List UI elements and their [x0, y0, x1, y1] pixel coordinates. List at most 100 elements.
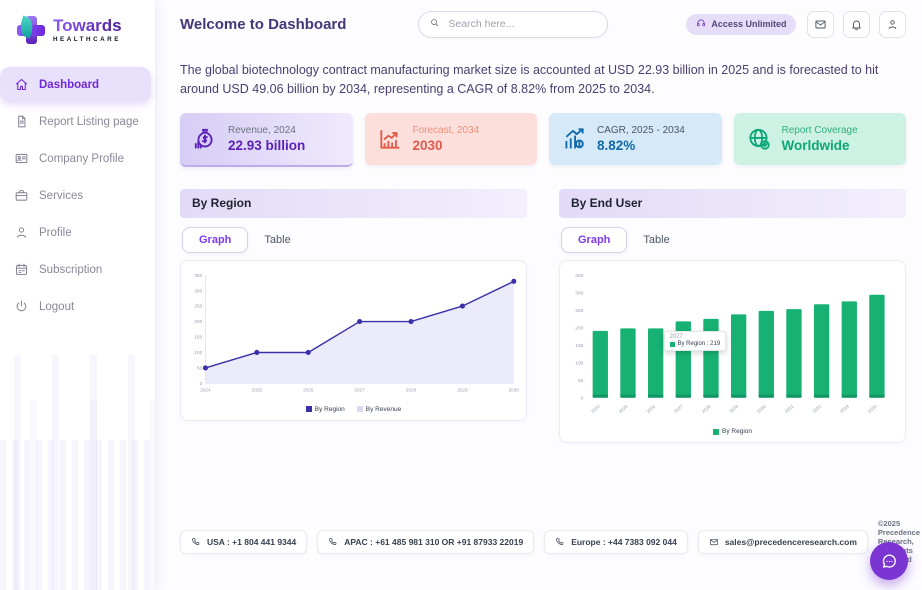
power-icon: [16, 300, 27, 312]
svg-text:150: 150: [194, 334, 202, 340]
sidebar-item-logout[interactable]: Logout: [0, 289, 155, 324]
sidebar-watermark: [0, 350, 155, 590]
tab-graph[interactable]: Graph: [182, 226, 249, 253]
bar[interactable]: [813, 303, 830, 398]
sidebar-item-subscription[interactable]: Subscription: [0, 252, 155, 287]
user-icon: [16, 227, 27, 238]
messages-button[interactable]: [807, 10, 834, 38]
bar[interactable]: [592, 330, 608, 398]
legend-item: By Region: [305, 406, 345, 413]
svg-text:50: 50: [578, 378, 584, 384]
panel-title-by-region: By Region: [180, 188, 527, 218]
briefcase-icon: [15, 189, 28, 201]
data-point[interactable]: [511, 278, 517, 284]
stat-card-label: Forecast, 2034: [412, 124, 480, 136]
panel-tabs: Graph Table: [180, 226, 527, 253]
bar[interactable]: [758, 310, 774, 398]
contact-text: USA : +1 804 441 9344: [207, 536, 297, 547]
svg-text:100: 100: [575, 360, 583, 366]
contact-text: sales@precedenceresearch.com: [724, 536, 857, 547]
svg-text:200: 200: [194, 319, 202, 325]
contact-pill-europe-phone[interactable]: Europe : +44 7383 092 044: [544, 529, 688, 554]
trend-chart-icon: [379, 129, 400, 149]
bar[interactable]: [620, 328, 636, 398]
brand-cross-icon: [16, 15, 46, 45]
sidebar: Towards HEALTHCARE Dashboard Report List…: [0, 0, 155, 590]
access-unlimited-badge[interactable]: Access Unlimited: [686, 13, 797, 35]
chart-panels: By Region Graph Table 0 50 100 150 200 250 300 3…: [180, 188, 906, 444]
chat-icon: [882, 553, 896, 568]
id-card-icon: [15, 153, 28, 164]
legend-item: By Region: [713, 428, 752, 435]
chart-tooltip: 2027 By Region : 219: [663, 331, 727, 352]
sidebar-item-label: Report Listing page: [39, 115, 139, 128]
contact-pill-email[interactable]: sales@precedenceresearch.com: [697, 529, 868, 554]
bar[interactable]: [841, 301, 857, 398]
svg-text:2027: 2027: [354, 387, 365, 392]
contact-text: Europe : +44 7383 092 044: [571, 536, 677, 547]
tab-table[interactable]: Table: [264, 233, 291, 246]
bar[interactable]: [647, 328, 664, 398]
svg-text:2024: 2024: [590, 403, 601, 414]
tab-graph[interactable]: Graph: [561, 226, 628, 253]
data-point[interactable]: [202, 365, 208, 371]
sidebar-item-services[interactable]: Services: [0, 178, 155, 213]
headset-icon: [697, 19, 706, 27]
sidebar-item-label: Company Profile: [39, 152, 125, 165]
report-icon: [18, 115, 26, 128]
bar[interactable]: [730, 314, 747, 398]
contact-pill-usa-phone[interactable]: USA : +1 804 441 9344: [180, 529, 308, 554]
sidebar-item-label: Services: [39, 189, 84, 202]
svg-text:300: 300: [575, 290, 583, 296]
search-box[interactable]: [418, 10, 609, 38]
search-input[interactable]: [446, 17, 598, 31]
main-content: Welcome to Dashboard Access Unlimited Th…: [155, 0, 922, 590]
svg-text:2030: 2030: [509, 387, 520, 392]
notifications-button[interactable]: [843, 10, 870, 38]
svg-text:250: 250: [194, 303, 202, 309]
leaf-icon: [17, 15, 36, 39]
data-point[interactable]: [254, 349, 260, 355]
data-point[interactable]: [408, 318, 414, 324]
svg-text:2034: 2034: [867, 403, 878, 414]
data-point[interactable]: [305, 349, 311, 355]
home-icon: [15, 78, 28, 91]
growth-chart-icon: [565, 128, 584, 149]
svg-text:2026: 2026: [303, 387, 314, 392]
account-button[interactable]: [879, 10, 906, 38]
stat-card-forecast[interactable]: Forecast, 2034 2030: [364, 112, 537, 165]
header-actions: [807, 10, 906, 38]
bar[interactable]: [786, 308, 802, 398]
chat-fab-button[interactable]: [870, 542, 908, 580]
phone-icon: [192, 537, 200, 545]
svg-text:2024: 2024: [200, 387, 211, 392]
svg-text:2028: 2028: [406, 387, 417, 392]
brand-logo[interactable]: Towards HEALTHCARE: [0, 0, 155, 59]
stat-card-value: 22.93 billion: [228, 137, 306, 153]
sidebar-item-dashboard[interactable]: Dashboard: [0, 67, 151, 102]
chart-box-by-region: 0 50 100 150 200 250 300 350 2024 2025 2026 2027 202…: [180, 259, 527, 421]
tab-table[interactable]: Table: [643, 233, 670, 246]
chart-legend: By Region: [564, 426, 901, 440]
contact-pill-apac-phone[interactable]: APAC : +61 485 981 310 OR +91 87933 2201…: [317, 529, 535, 554]
sidebar-item-label: Profile: [39, 226, 72, 239]
sidebar-item-company-profile[interactable]: Company Profile: [0, 141, 155, 176]
sidebar-item-report-listing[interactable]: Report Listing page: [0, 104, 155, 139]
market-summary-text: The global biotechnology contract manufa…: [180, 63, 879, 97]
bar[interactable]: [869, 294, 885, 398]
sidebar-item-profile[interactable]: Profile: [0, 215, 155, 250]
calendar-icon: [15, 263, 28, 276]
stat-card-revenue[interactable]: Revenue, 2024 22.93 billion: [180, 112, 353, 167]
page-title: Welcome to Dashboard: [180, 15, 347, 33]
footer: USA : +1 804 441 9344 APAC : +61 485 981 …: [180, 519, 920, 564]
stat-card-coverage[interactable]: Report Coverage Worldwide: [733, 112, 906, 165]
data-point[interactable]: [459, 303, 465, 309]
stat-card-value: Worldwide: [781, 137, 850, 153]
data-point[interactable]: [357, 318, 363, 324]
stat-card-cagr[interactable]: CAGR, 2025 - 2034 8.82%: [549, 112, 722, 165]
stat-card-value: 2030: [412, 137, 443, 153]
panel-tabs: Graph Table: [559, 226, 906, 253]
bell-icon: [852, 20, 861, 30]
sidebar-item-label: Subscription: [39, 263, 103, 276]
svg-text:200: 200: [575, 325, 583, 331]
